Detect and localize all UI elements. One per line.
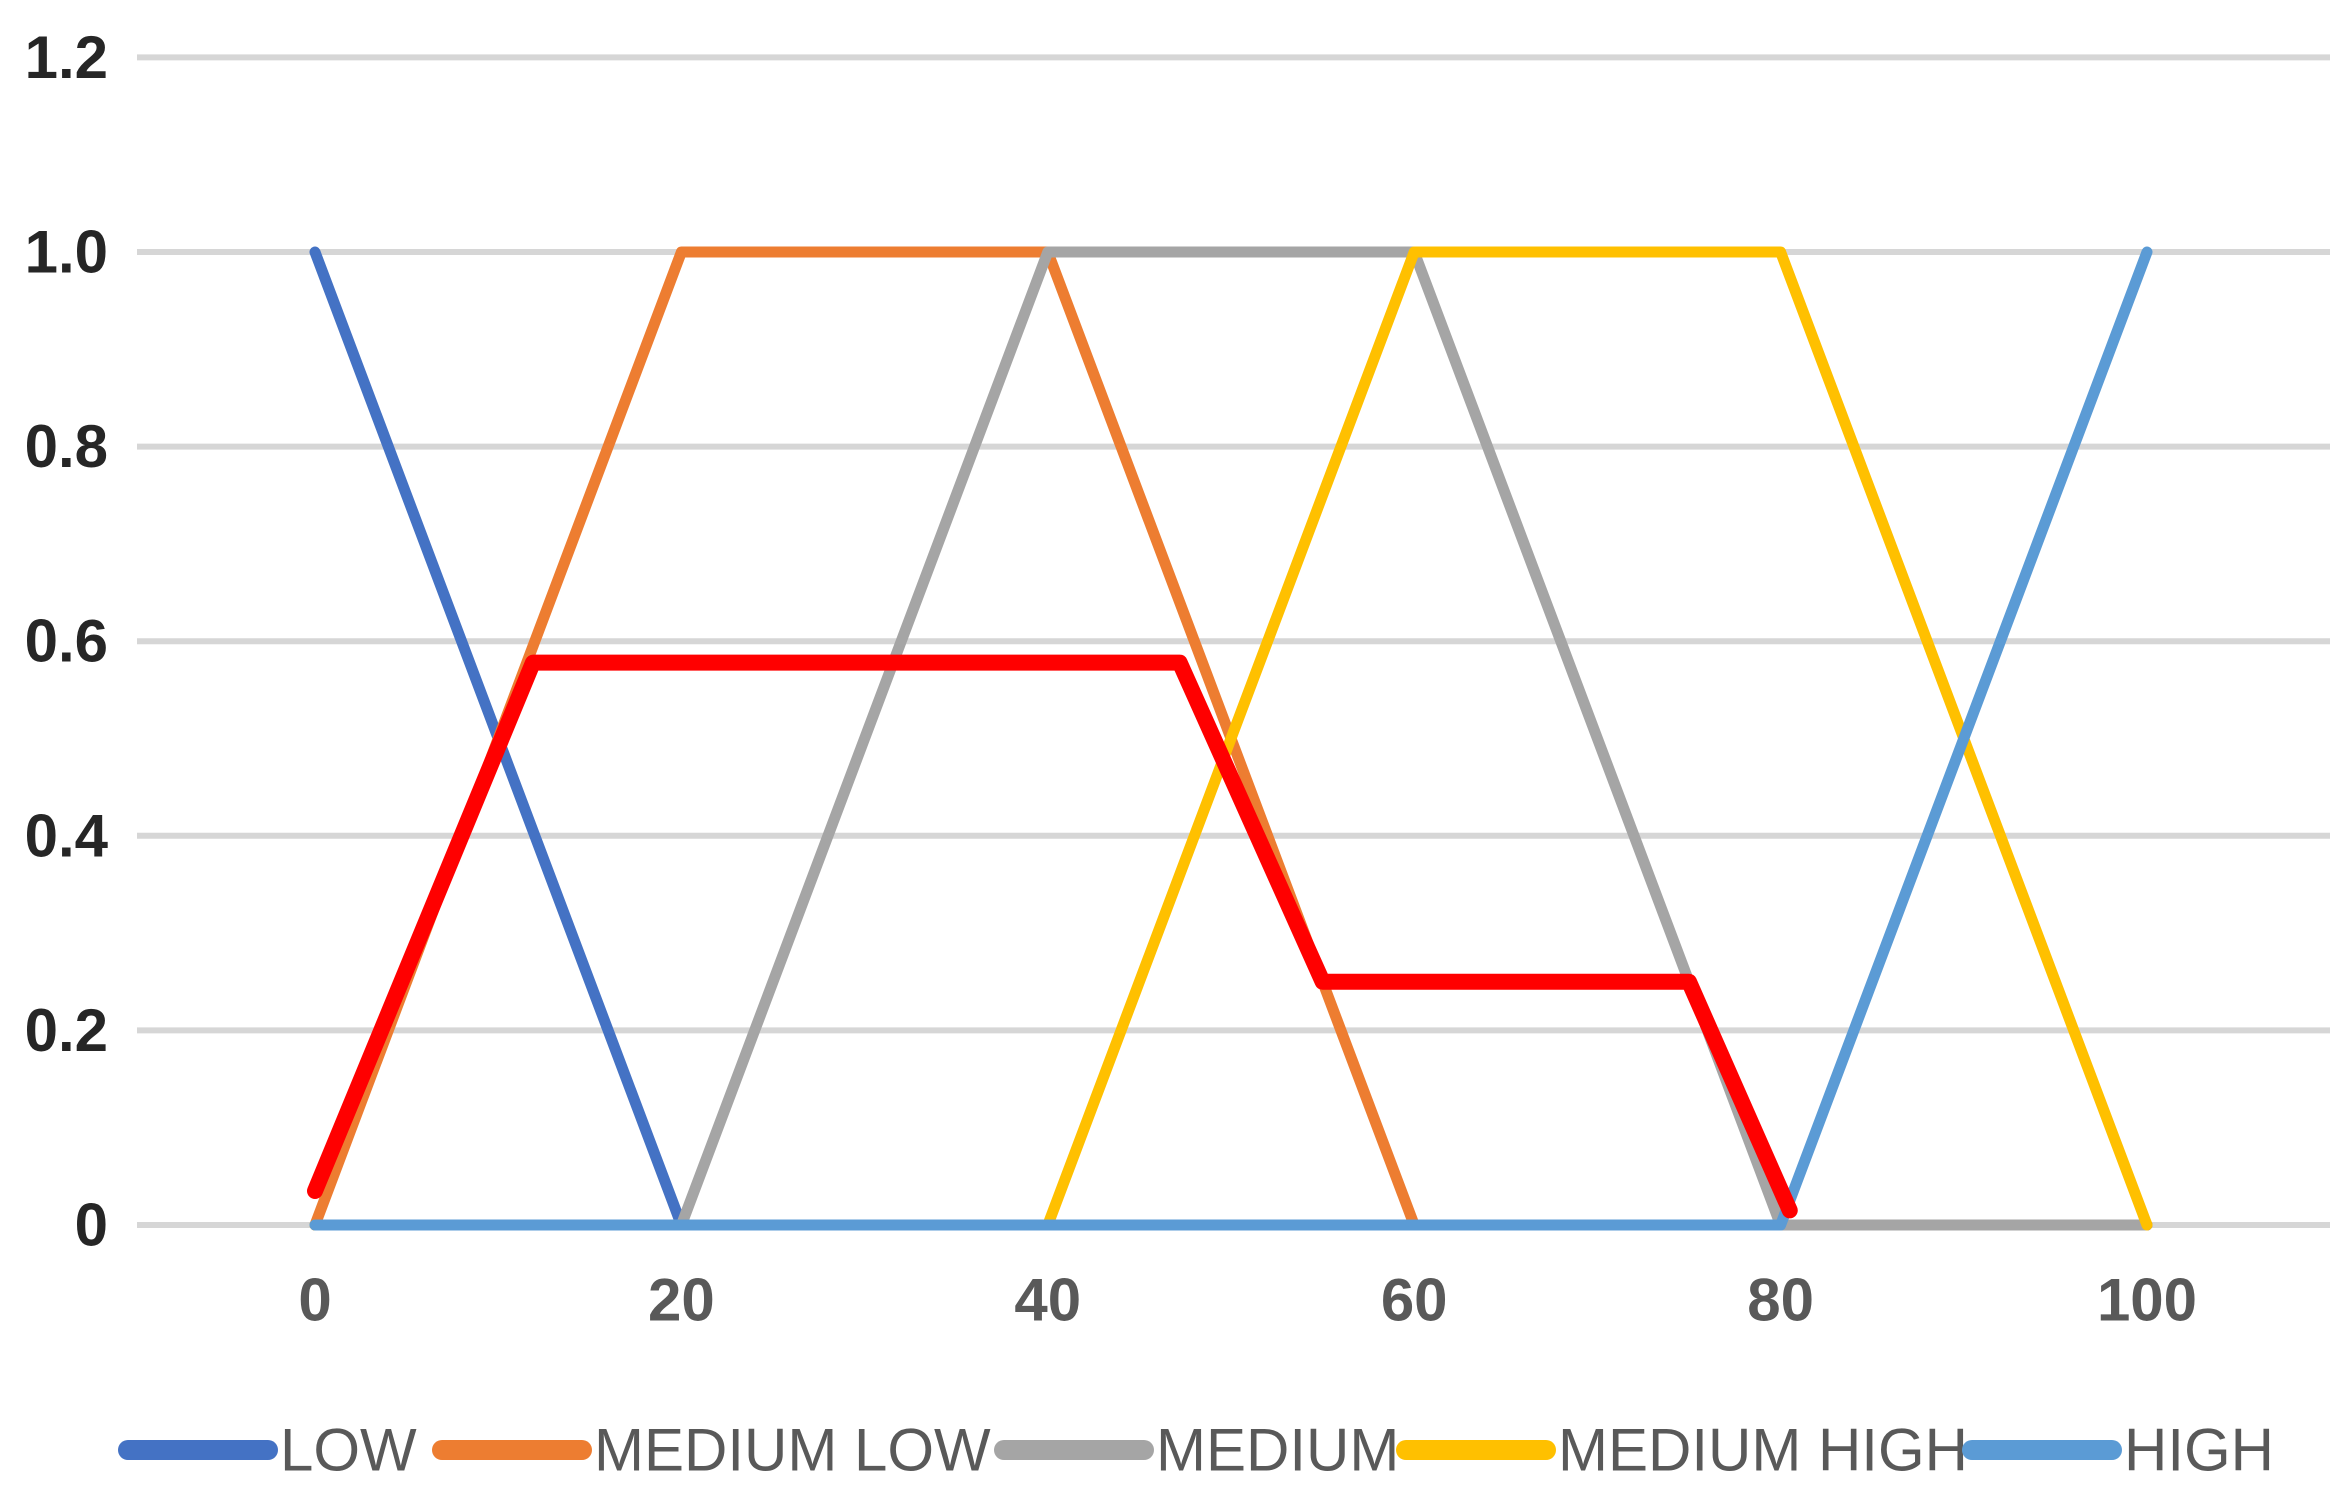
- y-tick-label-0: 0: [75, 1192, 108, 1259]
- y-tick-label-0.2: 0.2: [25, 997, 108, 1064]
- y-tick-label-0.4: 0.4: [25, 802, 109, 869]
- aggregated-output-line: [307, 654, 1798, 1219]
- y-tick-label-1.0: 1.0: [25, 219, 108, 286]
- x-tick-label-20: 20: [648, 1267, 715, 1334]
- x-tick-label-60: 60: [1381, 1267, 1448, 1334]
- y-tick-label-0.6: 0.6: [25, 608, 108, 675]
- x-tick-label-40: 40: [1014, 1267, 1081, 1334]
- legend-label-medium-high: MEDIUM HIGH: [1558, 1417, 1968, 1484]
- y-tick-label-1.2: 1.2: [25, 24, 108, 91]
- legend-label-low: LOW: [280, 1417, 417, 1484]
- legend-label-medium-low: MEDIUM LOW: [594, 1417, 991, 1484]
- x-tick-label-100: 100: [2097, 1267, 2197, 1334]
- legend-label-medium: MEDIUM: [1156, 1417, 1399, 1484]
- x-tick-label-80: 80: [1747, 1267, 1814, 1334]
- series-line-high: [309, 246, 2153, 1231]
- x-tick-label-0: 0: [298, 1267, 331, 1334]
- legend-label-high: HIGH: [2124, 1417, 2274, 1484]
- y-tick-label-0.8: 0.8: [25, 413, 108, 480]
